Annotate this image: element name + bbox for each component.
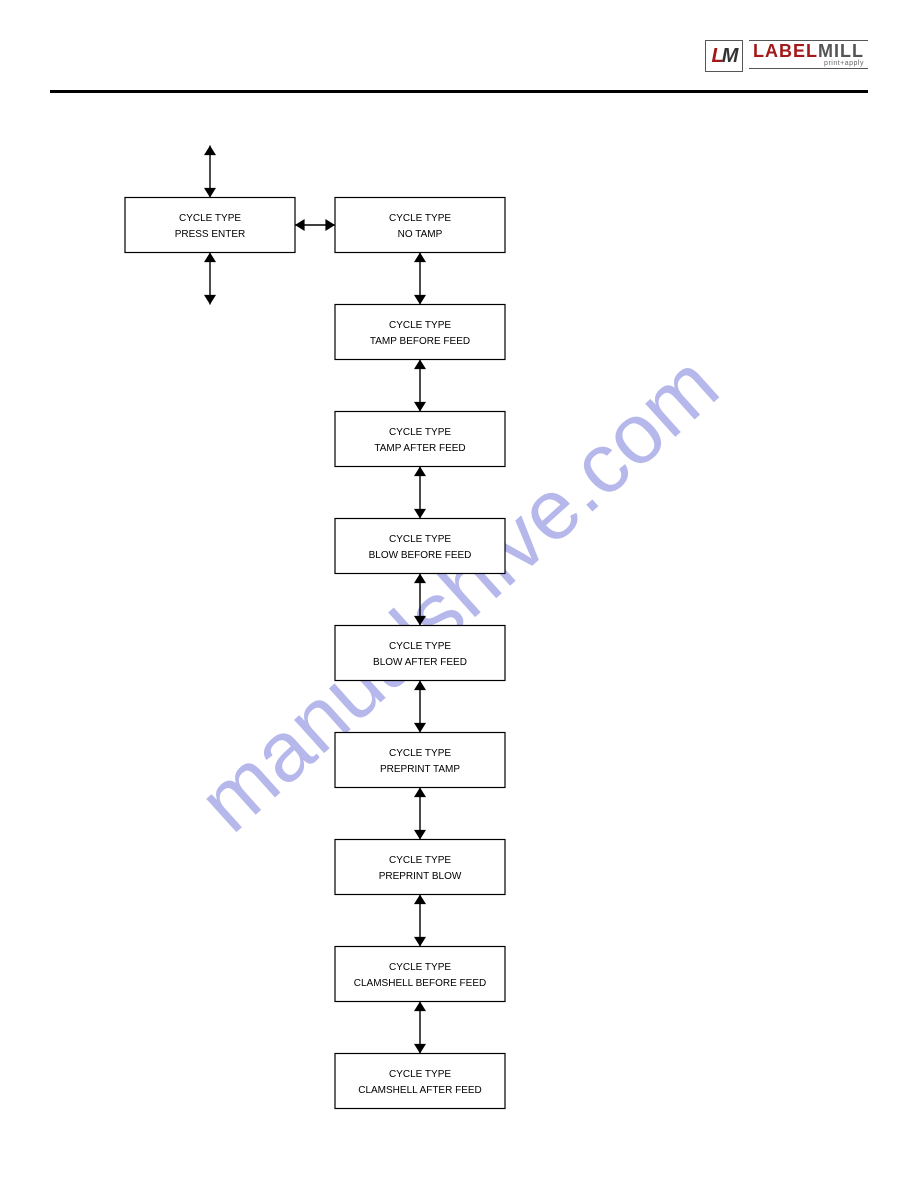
flow-arrow-v-3 — [414, 574, 426, 626]
logo-mark-icon: LM — [705, 40, 743, 72]
svg-text:TAMP AFTER FEED: TAMP AFTER FEED — [374, 443, 465, 454]
logo-text-red: LABEL — [753, 41, 818, 61]
flow-arrow-entry-right — [295, 219, 335, 231]
flow-arrow-v-1 — [414, 360, 426, 412]
header-rule — [50, 90, 868, 93]
flow-arrow-v-6 — [414, 895, 426, 947]
svg-text:BLOW BEFORE FEED: BLOW BEFORE FEED — [369, 550, 472, 561]
svg-text:CYCLE TYPE: CYCLE TYPE — [389, 213, 451, 224]
flow-node-5: CYCLE TYPE PREPRINT TAMP — [335, 733, 505, 788]
svg-text:CYCLE TYPE: CYCLE TYPE — [389, 1069, 451, 1080]
svg-text:TAMP BEFORE FEED: TAMP BEFORE FEED — [370, 336, 470, 347]
flow-arrow-v-2 — [414, 467, 426, 519]
svg-text:PREPRINT BLOW: PREPRINT BLOW — [379, 871, 462, 882]
logo-mark-m: M — [722, 45, 737, 68]
svg-text:CYCLE TYPE: CYCLE TYPE — [179, 213, 241, 224]
logo-text-grey: MILL — [818, 41, 864, 61]
svg-text:CLAMSHELL BEFORE FEED: CLAMSHELL BEFORE FEED — [354, 978, 486, 989]
flowchart-diagram: CYCLE TYPEPRESS ENTERCYCLE TYPENO TAMPCY… — [0, 120, 918, 1120]
flow-arrow-entry-down — [204, 253, 216, 305]
svg-text:CLAMSHELL AFTER FEED: CLAMSHELL AFTER FEED — [358, 1085, 482, 1096]
flow-node-2: CYCLE TYPE TAMP AFTER FEED — [335, 412, 505, 467]
flow-node-4: CYCLE TYPE BLOW AFTER FEED — [335, 626, 505, 681]
svg-text:PRESS ENTER: PRESS ENTER — [175, 229, 246, 240]
flow-node-0: CYCLE TYPE NO TAMP — [335, 198, 505, 253]
logo-wordmark: LABELMILL print+apply — [749, 40, 868, 69]
flow-node-3: CYCLE TYPE BLOW BEFORE FEED — [335, 519, 505, 574]
logo-tagline: print+apply — [824, 60, 864, 67]
svg-text:CYCLE TYPE: CYCLE TYPE — [389, 427, 451, 438]
svg-text:CYCLE TYPE: CYCLE TYPE — [389, 855, 451, 866]
flow-arrow-v-0 — [414, 253, 426, 305]
flow-arrow-v-5 — [414, 788, 426, 840]
svg-text:BLOW AFTER FEED: BLOW AFTER FEED — [373, 657, 467, 668]
svg-text:CYCLE TYPE: CYCLE TYPE — [389, 748, 451, 759]
svg-text:CYCLE TYPE: CYCLE TYPE — [389, 320, 451, 331]
flow-arrow-v-4 — [414, 681, 426, 733]
brand-logo: LM LABELMILL print+apply — [705, 40, 868, 72]
flow-node-entry: CYCLE TYPE PRESS ENTER — [125, 198, 295, 253]
svg-text:CYCLE TYPE: CYCLE TYPE — [389, 534, 451, 545]
flow-node-8: CYCLE TYPE CLAMSHELL AFTER FEED — [335, 1054, 505, 1109]
logo-mark-l: L — [712, 45, 722, 68]
svg-text:CYCLE TYPE: CYCLE TYPE — [389, 962, 451, 973]
flow-node-6: CYCLE TYPE PREPRINT BLOW — [335, 840, 505, 895]
flow-arrow-entry-up — [204, 146, 216, 198]
logo-text-main: LABELMILL — [753, 42, 864, 60]
flow-node-7: CYCLE TYPE CLAMSHELL BEFORE FEED — [335, 947, 505, 1002]
flow-arrow-v-7 — [414, 1002, 426, 1054]
svg-text:NO TAMP: NO TAMP — [398, 229, 443, 240]
page-header: LM LABELMILL print+apply — [50, 45, 868, 90]
flow-node-1: CYCLE TYPE TAMP BEFORE FEED — [335, 305, 505, 360]
svg-text:CYCLE TYPE: CYCLE TYPE — [389, 641, 451, 652]
svg-text:PREPRINT TAMP: PREPRINT TAMP — [380, 764, 460, 775]
